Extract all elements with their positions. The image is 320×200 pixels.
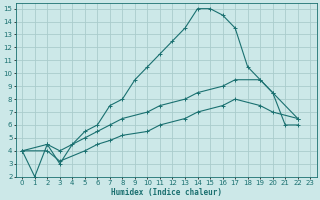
X-axis label: Humidex (Indice chaleur): Humidex (Indice chaleur) xyxy=(111,188,222,197)
